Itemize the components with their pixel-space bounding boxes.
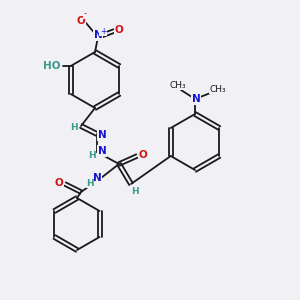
- Text: N: N: [192, 94, 200, 104]
- Text: -: -: [83, 10, 86, 19]
- Text: N: N: [94, 30, 102, 40]
- Text: O: O: [115, 25, 123, 35]
- Text: CH₃: CH₃: [210, 85, 226, 94]
- Text: H: H: [86, 178, 94, 188]
- Text: H: H: [88, 151, 96, 160]
- Text: N: N: [98, 130, 106, 140]
- Text: H: H: [70, 124, 78, 133]
- Text: H: H: [131, 187, 139, 196]
- Text: N: N: [98, 146, 106, 156]
- Text: CH₃: CH₃: [170, 80, 186, 89]
- Text: O: O: [139, 150, 147, 160]
- Text: N: N: [93, 173, 101, 183]
- Text: O: O: [55, 178, 63, 188]
- Text: +: +: [100, 26, 106, 35]
- Text: O: O: [76, 16, 85, 26]
- Text: HO: HO: [43, 61, 61, 71]
